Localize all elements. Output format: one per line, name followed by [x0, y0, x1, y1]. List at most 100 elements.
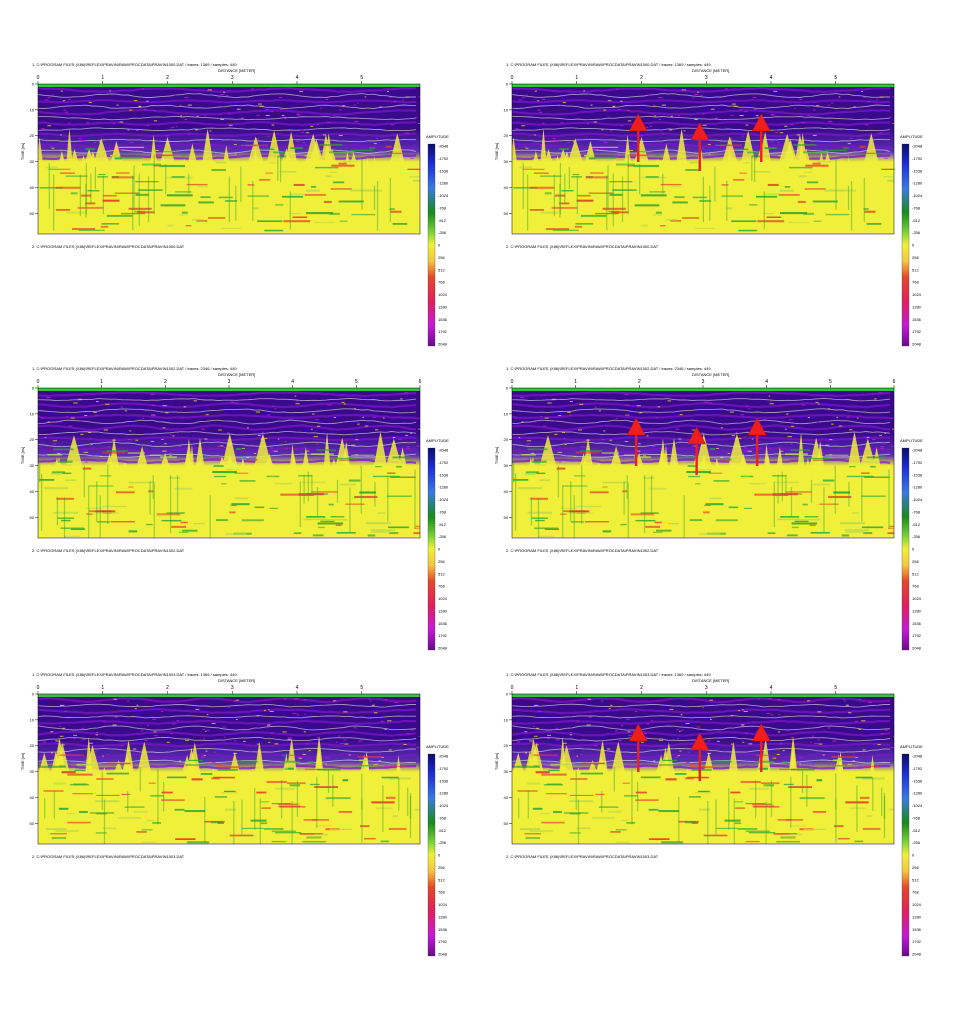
y-tick-label: 0 — [506, 386, 509, 391]
colorbar-tick-label: -1536 — [912, 778, 923, 783]
colorbar-tick-label: -512 — [438, 522, 447, 527]
colorbar-title: AMPLITUDE — [426, 134, 449, 139]
y-tick-label: 30 — [504, 463, 509, 468]
colorbar-tick-label: 1024 — [438, 902, 448, 907]
x-tick-label: 5 — [829, 379, 832, 385]
x-tick-label: 5 — [360, 75, 363, 81]
colorbar-tick-label: -2048 — [912, 754, 923, 759]
colorbar-tick-label: 1280 — [912, 304, 922, 309]
reflection-layers — [512, 388, 894, 538]
colorbar-tick-label: 768 — [438, 890, 445, 895]
y-tick-label: 20 — [30, 437, 35, 442]
colorbar-tick-label: -2048 — [438, 144, 449, 149]
x-tick-label: 2 — [166, 685, 169, 691]
colorbar-tick-label: -2048 — [438, 754, 449, 759]
colorbar-tick-label: -1024 — [912, 803, 923, 808]
colorbar-tick-label: 1792 — [912, 633, 922, 638]
colorbar-tick-label: 2048 — [438, 952, 448, 957]
colorbar-tick-label: -1792 — [438, 766, 449, 771]
colorbar-tick-label: -768 — [438, 205, 447, 210]
x-tick-label: 0 — [511, 75, 514, 81]
x-tick-label: 0 — [37, 379, 40, 385]
colorbar-tick-label: 2048 — [912, 342, 922, 347]
x-tick-label: 4 — [296, 685, 299, 691]
panel-file-footer: 2. C:\PROGRAM FILES (X86)\REFLEX\PRAVIN\… — [32, 244, 185, 249]
red-arrow-annotation — [751, 723, 771, 772]
y-tick-label: 30 — [30, 463, 35, 468]
y-tick-label: 40 — [30, 185, 35, 190]
colorbar-title: AMPLITUDE — [426, 438, 449, 443]
radargram-chart: 0 1 2 3 4 5 6 DISTANCE [METER] 0 10 20 30 40 50 TIME [… — [494, 372, 923, 651]
colorbar-tick-label: 0 — [438, 853, 441, 858]
x-tick-label: 3 — [231, 75, 234, 81]
colorbar-tick-label: 1536 — [912, 927, 922, 932]
colorbar-tick-label: -1792 — [438, 460, 449, 465]
panel-file-footer: 2. C:\PROGRAM FILES (X86)\REFLEX\PRAVIN\… — [506, 244, 659, 249]
colorbar-tick-label: 768 — [912, 280, 919, 285]
colorbar-tick-label: 512 — [912, 571, 919, 576]
y-tick-label: 10 — [30, 107, 35, 112]
x-tick-label: 2 — [166, 75, 169, 81]
colorbar-tick-label: 2048 — [912, 952, 922, 957]
y-tick-label: 0 — [506, 82, 509, 87]
colorbar-tick-label: 1536 — [438, 621, 448, 626]
x-tick-label: 2 — [640, 75, 643, 81]
x-tick-label: 2 — [640, 685, 643, 691]
colorbar-tick-label: 0 — [438, 243, 441, 248]
colorbar-tick-label: 768 — [912, 584, 919, 589]
radargram-panel-4: 1. C:\PROGRAM FILES (X86)\REFLEX\PRAVIN\… — [494, 366, 956, 666]
x-tick-label: 1 — [575, 75, 578, 81]
red-arrow-annotation — [628, 113, 648, 162]
colorbar-tick-label: 1024 — [912, 902, 922, 907]
colorbar-tick-label: 1280 — [438, 914, 448, 919]
y-axis-label: TIME [ns] — [494, 143, 499, 160]
y-tick-label: 30 — [504, 769, 509, 774]
x-tick-label: 4 — [291, 379, 294, 385]
colorbar-tick-label: -1792 — [438, 156, 449, 161]
colorbar-tick-label: -768 — [438, 509, 447, 514]
y-tick-label: 30 — [504, 159, 509, 164]
plot-frame — [511, 83, 895, 235]
colorbar-title: AMPLITUDE — [900, 438, 923, 443]
y-tick-label: 10 — [504, 107, 509, 112]
colorbar-tick-label: -1792 — [912, 156, 923, 161]
y-tick-label: 50 — [504, 821, 509, 826]
radargram-chart: 0 1 2 3 4 5 DISTANCE [METER] 0 10 20 30 40 50 TIME [n… — [20, 678, 449, 957]
colorbar-tick-label: 0 — [912, 547, 915, 552]
colorbar — [901, 143, 910, 347]
colorbar-tick-label: 1024 — [438, 596, 448, 601]
colorbar-tick-label: -256 — [438, 230, 447, 235]
colorbar-tick-label: -2048 — [912, 144, 923, 149]
x-axis-label: DISTANCE [METER] — [692, 68, 729, 73]
y-tick-label: 0 — [32, 82, 35, 87]
colorbar-tick-label: -256 — [912, 840, 921, 845]
x-tick-label: 6 — [893, 379, 896, 385]
colorbar-tick-label: 256 — [438, 255, 445, 260]
radargram-chart: 0 1 2 3 4 5 6 DISTANCE [METER] 0 10 20 30 40 50 TIME [… — [20, 372, 449, 651]
radargram-panel-5: 1. C:\PROGRAM FILES (X86)\REFLEX\PRAVIN\… — [20, 672, 492, 972]
x-tick-label: 5 — [355, 379, 358, 385]
colorbar-tick-label: -1536 — [912, 168, 923, 173]
colorbar-tick-label: -512 — [438, 828, 447, 833]
colorbar-tick-label: 1536 — [438, 317, 448, 322]
y-tick-label: 50 — [30, 515, 35, 520]
colorbar-tick-label: 1536 — [912, 317, 922, 322]
y-tick-label: 50 — [504, 211, 509, 216]
colorbar-tick-label: -1280 — [912, 181, 923, 186]
y-tick-label: 40 — [504, 185, 509, 190]
y-tick-label: 40 — [504, 795, 509, 800]
y-tick-label: 40 — [30, 489, 35, 494]
colorbar-tick-label: -256 — [912, 230, 921, 235]
colorbar-tick-label: 0 — [912, 853, 915, 858]
colorbar-tick-label: 256 — [912, 559, 919, 564]
y-axis-label: TIME [ns] — [20, 447, 25, 464]
y-tick-label: 40 — [504, 489, 509, 494]
colorbar-tick-label: -2048 — [912, 448, 923, 453]
radargram-panel-3: 1. C:\PROGRAM FILES (X86)\REFLEX\PRAVIN\… — [20, 366, 492, 666]
reflection-layers — [512, 84, 894, 232]
x-tick-label: 3 — [231, 685, 234, 691]
y-tick-label: 20 — [30, 133, 35, 138]
x-tick-label: 3 — [228, 379, 231, 385]
colorbar-tick-label: -1536 — [912, 472, 923, 477]
colorbar-tick-label: -1280 — [438, 181, 449, 186]
